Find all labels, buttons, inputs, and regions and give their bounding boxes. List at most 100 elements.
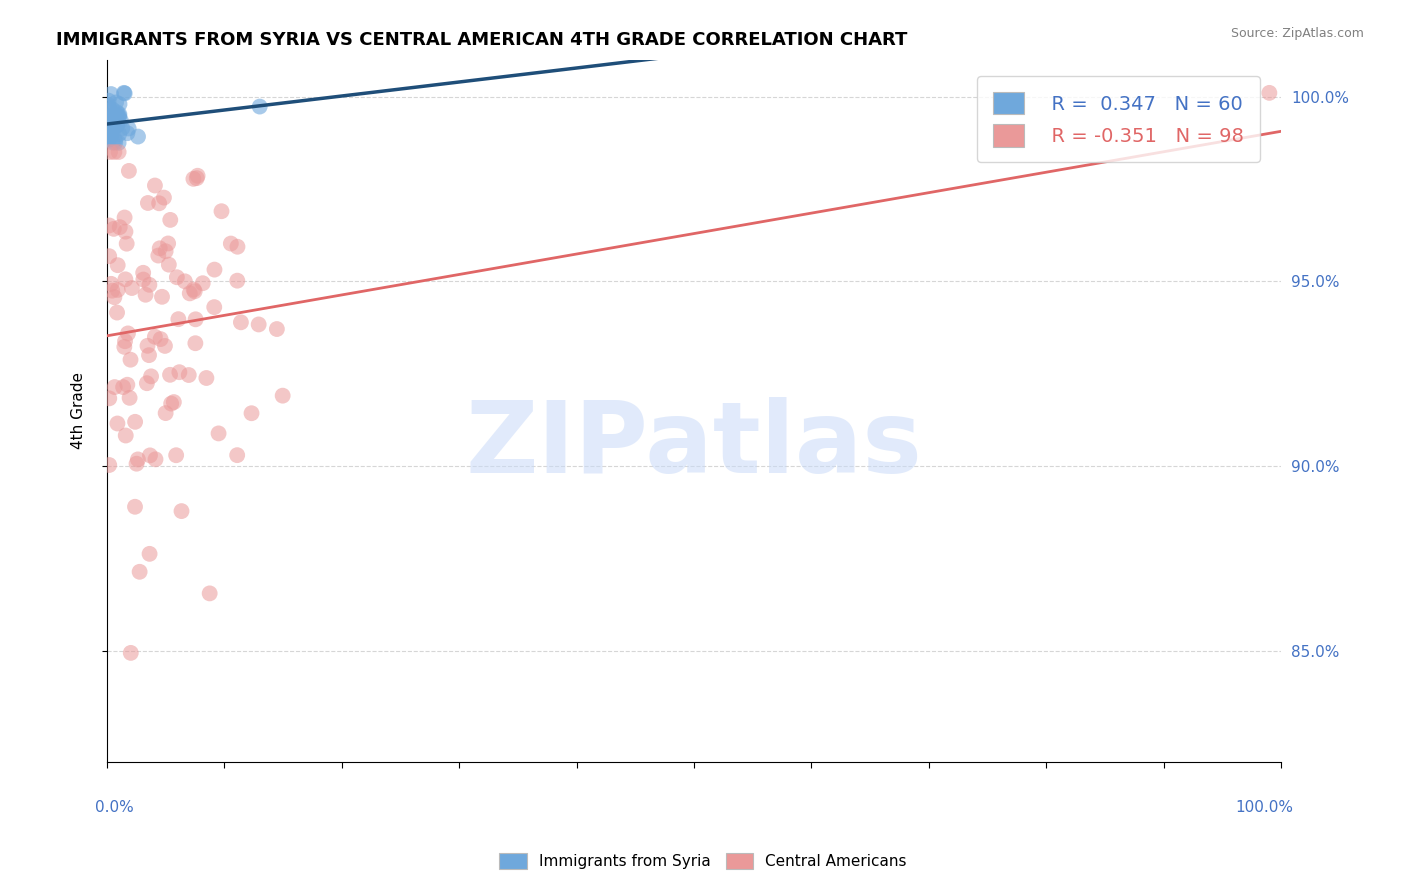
Point (219, 236, 242, 251)
Point (143, 178, 166, 193)
Point (105, 118, 128, 132)
Point (163, 395, 186, 409)
Point (136, 196, 159, 211)
Point (103, 112, 125, 127)
Point (98, 130, 121, 145)
Point (103, 116, 125, 130)
Point (153, 339, 176, 353)
Point (107, 417, 129, 431)
Point (98, 249, 121, 263)
Point (127, 129, 149, 144)
Point (108, 109, 131, 123)
Point (177, 368, 200, 382)
Point (207, 426, 229, 441)
Point (118, 121, 141, 136)
Point (108, 97, 131, 112)
Point (139, 369, 162, 384)
Y-axis label: 4th Grade: 4th Grade (72, 372, 86, 450)
Point (117, 326, 139, 341)
Point (114, 225, 136, 239)
Point (135, 376, 157, 391)
Point (226, 240, 249, 254)
Point (184, 312, 207, 326)
Point (118, 164, 141, 178)
Point (143, 330, 166, 344)
Point (149, 241, 172, 255)
Point (183, 285, 205, 299)
Point (138, 348, 160, 362)
Point (97, 132, 120, 146)
Point (107, 283, 129, 297)
Point (226, 448, 249, 462)
Point (104, 380, 127, 394)
Point (159, 368, 181, 382)
Point (148, 249, 170, 263)
Point (105, 305, 128, 319)
Point (115, 236, 138, 251)
Point (105, 95, 128, 110)
Point (97, 94, 120, 108)
Point (110, 113, 132, 128)
Point (114, 87, 136, 101)
Point (165, 448, 187, 462)
Text: Source: ZipAtlas.com: Source: ZipAtlas.com (1230, 27, 1364, 40)
Point (98, 121, 121, 136)
Point (114, 272, 136, 286)
Point (211, 204, 233, 219)
Point (97, 118, 120, 132)
Point (101, 122, 124, 136)
Point (136, 339, 159, 353)
Point (170, 504, 193, 518)
Point (108, 110, 131, 124)
Point (150, 290, 173, 304)
Point (98, 145, 121, 159)
Point (97, 100, 120, 114)
Point (138, 277, 160, 292)
Point (114, 211, 136, 225)
Point (97, 133, 120, 147)
Point (179, 286, 201, 301)
Point (97, 113, 120, 128)
Point (117, 126, 139, 140)
Point (114, 334, 136, 349)
Point (103, 290, 125, 304)
Point (186, 171, 208, 186)
Point (104, 136, 127, 150)
Point (249, 99, 271, 113)
Point (108, 107, 131, 121)
Text: 0.0%: 0.0% (96, 800, 134, 815)
Point (195, 371, 218, 385)
Point (97, 128, 120, 143)
Point (101, 136, 124, 150)
Point (100, 87, 122, 101)
Point (111, 121, 134, 136)
Point (229, 315, 252, 329)
Legend:   R =  0.347   N = 60,   R = -0.351   N = 98: R = 0.347 N = 60, R = -0.351 N = 98 (977, 77, 1260, 162)
Point (121, 281, 143, 295)
Point (1258, 86, 1281, 100)
Point (240, 406, 263, 420)
Point (173, 274, 195, 288)
Point (97, 113, 120, 128)
Point (98, 119, 121, 133)
Point (97, 130, 120, 145)
Point (157, 236, 180, 251)
Point (120, 646, 142, 660)
Point (101, 126, 124, 140)
Point (169, 365, 191, 379)
Point (155, 406, 177, 420)
Point (98, 109, 121, 123)
Text: 100.0%: 100.0% (1234, 800, 1294, 815)
Point (148, 196, 170, 211)
Point (100, 119, 122, 133)
Point (204, 262, 226, 277)
Point (127, 452, 149, 467)
Point (125, 457, 148, 471)
Point (112, 340, 135, 354)
Point (100, 127, 122, 141)
Point (124, 415, 146, 429)
Point (98, 124, 121, 138)
Point (97, 123, 120, 137)
Point (103, 115, 125, 129)
Point (247, 318, 270, 332)
